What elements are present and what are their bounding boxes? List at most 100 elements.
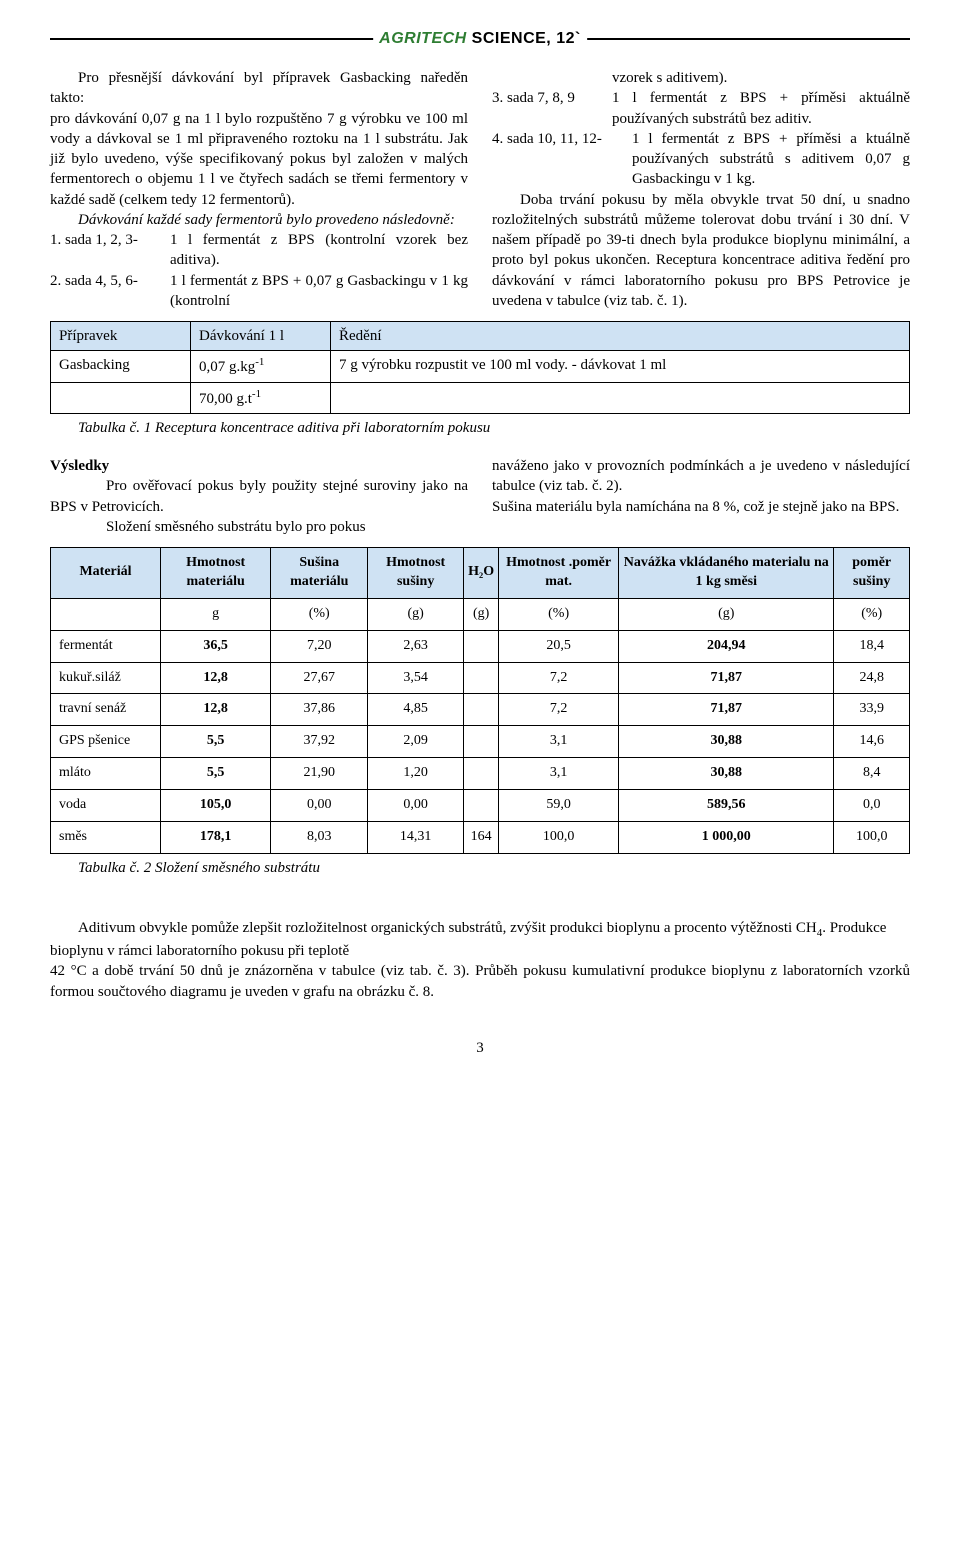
cell-text: 0,07 g.kg xyxy=(199,359,255,375)
td xyxy=(331,382,910,413)
mid-right: naváženo jako v provozních podmínkách a … xyxy=(492,456,910,537)
td: směs xyxy=(51,822,161,854)
td: 33,9 xyxy=(834,694,910,726)
list-val: 1 l fermentát z BPS (kontrolní vzorek be… xyxy=(170,230,468,271)
th: Materiál xyxy=(51,548,161,599)
journal-header: AGRITECH SCIENCE, 12` xyxy=(373,28,587,50)
table-row: směs178,18,0314,31164100,01 000,00100,0 xyxy=(51,822,910,854)
paragraph: Sušina materiálu byla namíchána na 8 %, … xyxy=(492,497,910,517)
td: 3,1 xyxy=(499,726,619,758)
td: 0,07 g.kg-1 xyxy=(191,351,331,382)
td xyxy=(464,662,499,694)
left-column: Pro přesnější dávkování byl přípravek Ga… xyxy=(50,68,468,311)
table-2-caption: Tabulka č. 2 Složení směsného substrátu xyxy=(50,858,910,878)
td: 7,2 xyxy=(499,662,619,694)
table-1-caption: Tabulka č. 1 Receptura koncentrace aditi… xyxy=(50,418,910,438)
td: 1,20 xyxy=(368,758,464,790)
heading-text: Výsledky xyxy=(50,458,109,474)
td: kukuř.siláž xyxy=(51,662,161,694)
td: 30,88 xyxy=(619,758,834,790)
superscript: -1 xyxy=(255,356,264,368)
table-1: Přípravek Dávkování 1 l Ředění Gasbackin… xyxy=(50,321,910,414)
list-val: 1 l fermentát z BPS + příměsi aktuálně p… xyxy=(612,88,910,129)
td: 14,6 xyxy=(834,726,910,758)
list-val: vzorek s aditivem). xyxy=(612,68,910,88)
table-row: kukuř.siláž12,827,673,547,271,8724,8 xyxy=(51,662,910,694)
td: 589,56 xyxy=(619,790,834,822)
td: 0,00 xyxy=(368,790,464,822)
th: poměr sušiny xyxy=(834,548,910,599)
paragraph: pro dávkování 0,07 g na 1 l bylo rozpušt… xyxy=(50,109,468,210)
header-rule: AGRITECH SCIENCE, 12` xyxy=(50,38,910,40)
td: 8,4 xyxy=(834,758,910,790)
th: Sušina materiálu xyxy=(271,548,368,599)
table-row: Materiál Hmotnost materiálu Sušina mater… xyxy=(51,548,910,599)
list-key xyxy=(492,68,612,88)
td: 30,88 xyxy=(619,726,834,758)
list-key: 4. sada 10, 11, 12- xyxy=(492,129,632,190)
paragraph: Složení směsného substrátu bylo pro poku… xyxy=(50,517,468,537)
list-val: 1 l fermentát z BPS + příměsi a ktuálně … xyxy=(632,129,910,190)
page-number: 3 xyxy=(50,1038,910,1058)
list-key: 3. sada 7, 8, 9 xyxy=(492,88,612,129)
th: Hmotnost sušiny xyxy=(368,548,464,599)
bottom-paragraph: Aditivum obvykle pomůže zlepšit rozložit… xyxy=(50,918,910,961)
td: 7 g výrobku rozpustit ve 100 ml vody. - … xyxy=(331,351,910,382)
cell-text: 70,00 g.t xyxy=(199,391,252,407)
td: 36,5 xyxy=(161,630,271,662)
list-item: vzorek s aditivem). xyxy=(492,68,910,88)
th: Navážka vkládaného materialu na 1 kg smě… xyxy=(619,548,834,599)
mid-columns: Výsledky Pro ověřovací pokus byly použit… xyxy=(50,456,910,537)
td: 5,5 xyxy=(161,758,271,790)
td: 0,00 xyxy=(271,790,368,822)
mid-left: Výsledky Pro ověřovací pokus byly použit… xyxy=(50,456,468,537)
td: 21,90 xyxy=(271,758,368,790)
table-row: Přípravek Dávkování 1 l Ředění xyxy=(51,322,910,351)
td: travní senáž xyxy=(51,694,161,726)
right-column: vzorek s aditivem). 3. sada 7, 8, 9 1 l … xyxy=(492,68,910,311)
section-heading: Výsledky xyxy=(50,456,468,476)
superscript: -1 xyxy=(252,388,261,400)
paragraph-italic: Dávkování každé sady fermentorů bylo pro… xyxy=(50,210,468,230)
td: g xyxy=(161,598,271,630)
td: 70,00 g.t-1 xyxy=(191,382,331,413)
td: 37,92 xyxy=(271,726,368,758)
paragraph: Pro ověřovací pokus byly použity stejné … xyxy=(50,476,468,517)
table-row: fermentát36,57,202,6320,5204,9418,4 xyxy=(51,630,910,662)
list-key: 2. sada 4, 5, 6- xyxy=(50,271,170,312)
td: fermentát xyxy=(51,630,161,662)
body-columns: Pro přesnější dávkování byl přípravek Ga… xyxy=(50,68,910,311)
td: (g) xyxy=(464,598,499,630)
td: (%) xyxy=(499,598,619,630)
th: Hmotnost .poměr mat. xyxy=(499,548,619,599)
td: 105,0 xyxy=(161,790,271,822)
td: 4,85 xyxy=(368,694,464,726)
td xyxy=(464,630,499,662)
td: 1 000,00 xyxy=(619,822,834,854)
journal-brand: AGRITECH xyxy=(379,30,467,47)
th: H₂O xyxy=(464,548,499,599)
td xyxy=(51,382,191,413)
td: 2,63 xyxy=(368,630,464,662)
td: 164 xyxy=(464,822,499,854)
td: 14,31 xyxy=(368,822,464,854)
td: (g) xyxy=(619,598,834,630)
table-row: Gasbacking 0,07 g.kg-1 7 g výrobku rozpu… xyxy=(51,351,910,382)
td: 5,5 xyxy=(161,726,271,758)
td: 18,4 xyxy=(834,630,910,662)
paragraph: naváženo jako v provozních podmínkách a … xyxy=(492,456,910,497)
td: 0,0 xyxy=(834,790,910,822)
td: 71,87 xyxy=(619,694,834,726)
table-row: GPS pšenice5,537,922,093,130,8814,6 xyxy=(51,726,910,758)
list-item: 1. sada 1, 2, 3- 1 l fermentát z BPS (ko… xyxy=(50,230,468,271)
td: 100,0 xyxy=(834,822,910,854)
th: Hmotnost materiálu xyxy=(161,548,271,599)
td: 204,94 xyxy=(619,630,834,662)
bottom-paragraph-2: 42 °C a době trvání 50 dnů je znázorněna… xyxy=(50,961,910,1002)
list-item: 4. sada 10, 11, 12- 1 l fermentát z BPS … xyxy=(492,129,910,190)
td: GPS pšenice xyxy=(51,726,161,758)
th: Ředění xyxy=(331,322,910,351)
td: 24,8 xyxy=(834,662,910,694)
td xyxy=(464,694,499,726)
td: 27,67 xyxy=(271,662,368,694)
